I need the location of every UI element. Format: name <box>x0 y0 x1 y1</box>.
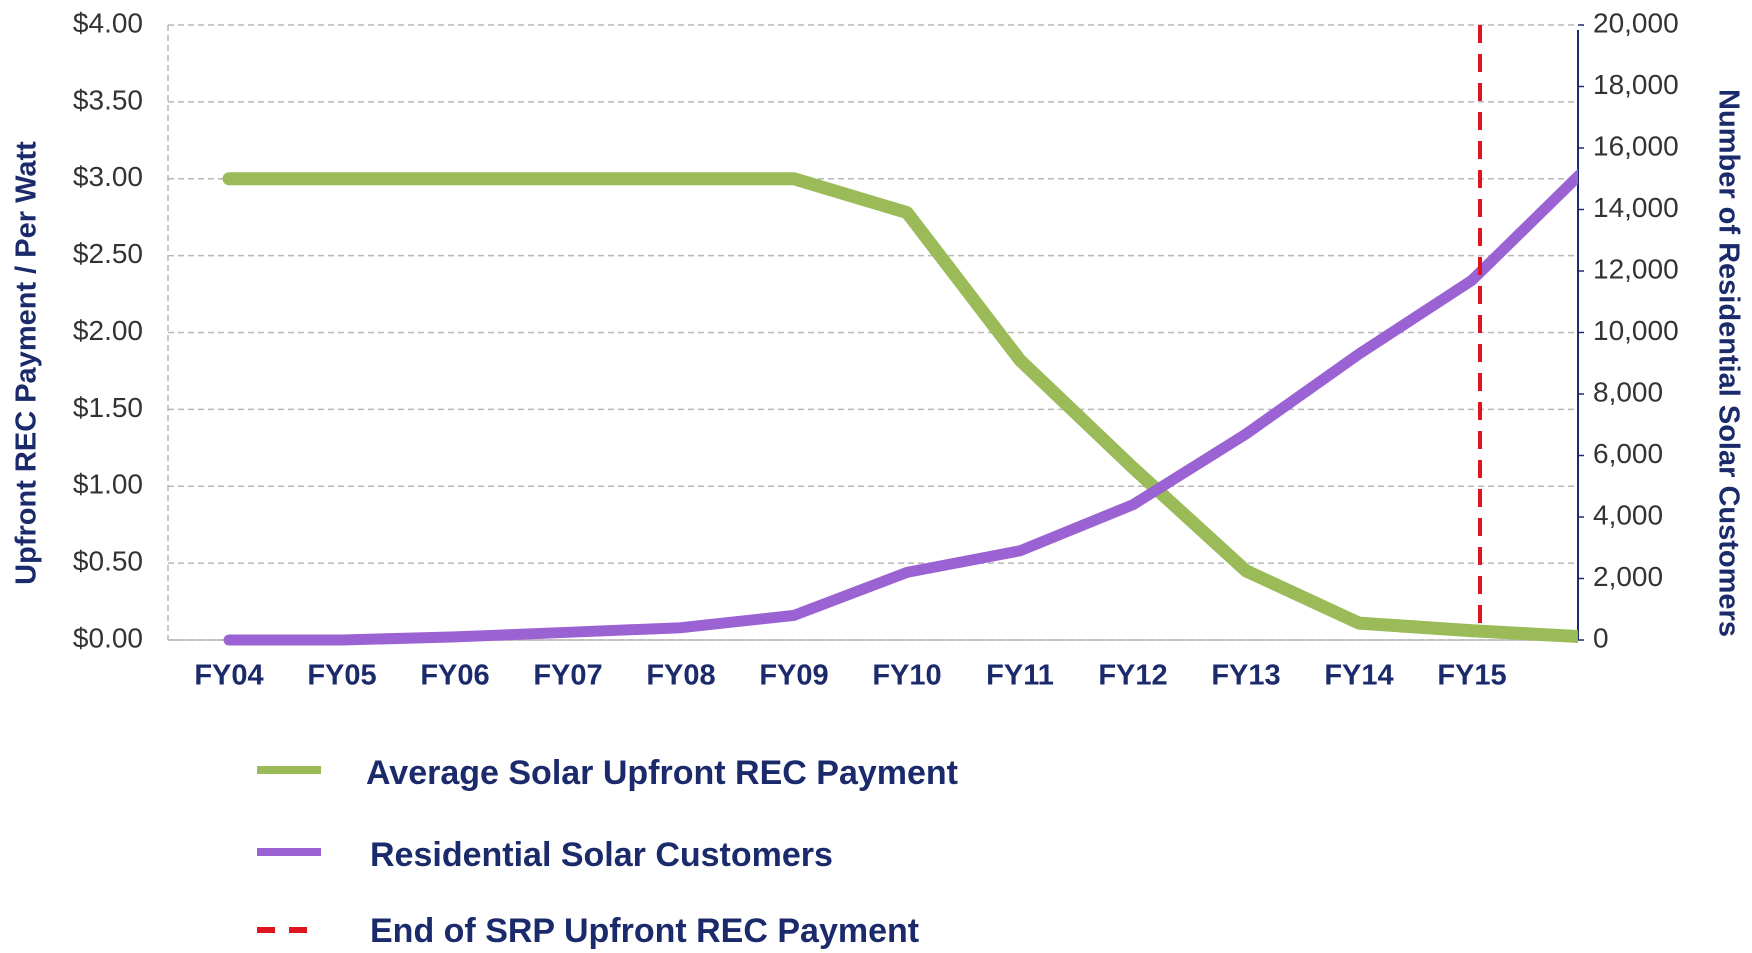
x-tick-label: FY13 <box>1211 660 1280 692</box>
y2-tick-label: 4,000 <box>1593 499 1663 530</box>
y2-tick-label: 16,000 <box>1593 130 1679 161</box>
x-tick-label: FY11 <box>986 660 1054 692</box>
legend-label: End of SRP Upfront REC Payment <box>370 912 919 950</box>
y2-tick-label: 2,000 <box>1593 561 1663 592</box>
y2-axis-title: Number of Residential Solar Customers <box>1712 89 1744 637</box>
x-tick-label: FY10 <box>872 660 941 692</box>
x-tick-label: FY08 <box>646 660 715 692</box>
y-tick-label: $0.00 <box>73 622 143 653</box>
y-axis-title: Upfront REC Payment / Per Watt <box>11 141 43 585</box>
plot-area <box>222 168 1578 646</box>
x-tick-label: FY05 <box>307 660 376 692</box>
y-tick-label: $3.50 <box>73 84 143 115</box>
x-tick-label: FY15 <box>1437 660 1506 692</box>
y-tick-label: $1.50 <box>73 392 143 423</box>
series-line <box>223 168 1578 646</box>
x-tick-label: FY07 <box>533 660 602 692</box>
y2-tick-label: 12,000 <box>1593 253 1679 284</box>
y2-tick-label: 0 <box>1593 622 1609 653</box>
y-tick-label: $4.00 <box>73 7 143 38</box>
x-tick-label: FY04 <box>194 660 263 692</box>
legend-label: Average Solar Upfront REC Payment <box>366 754 958 792</box>
y-tick-label: $2.00 <box>73 315 143 346</box>
y2-tick-label: 6,000 <box>1593 438 1663 469</box>
x-tick-label: FY06 <box>420 660 489 692</box>
y2-tick-label: 14,000 <box>1593 192 1679 223</box>
y-tick-label: $1.00 <box>73 469 143 500</box>
y2-tick-label: 10,000 <box>1593 315 1679 346</box>
y-tick-label: $0.50 <box>73 546 143 577</box>
y2-tick-label: 8,000 <box>1593 376 1663 407</box>
y-tick-label: $2.50 <box>73 238 143 269</box>
x-tick-label: FY14 <box>1324 660 1393 692</box>
x-tick-label: FY09 <box>759 660 828 692</box>
y-tick-label: $3.00 <box>73 161 143 192</box>
y2-tick-label: 18,000 <box>1593 69 1679 100</box>
y2-tick-label: 20,000 <box>1593 7 1679 38</box>
series-line <box>222 172 1578 644</box>
legend-label: Residential Solar Customers <box>370 836 833 874</box>
x-tick-label: FY12 <box>1098 660 1167 692</box>
